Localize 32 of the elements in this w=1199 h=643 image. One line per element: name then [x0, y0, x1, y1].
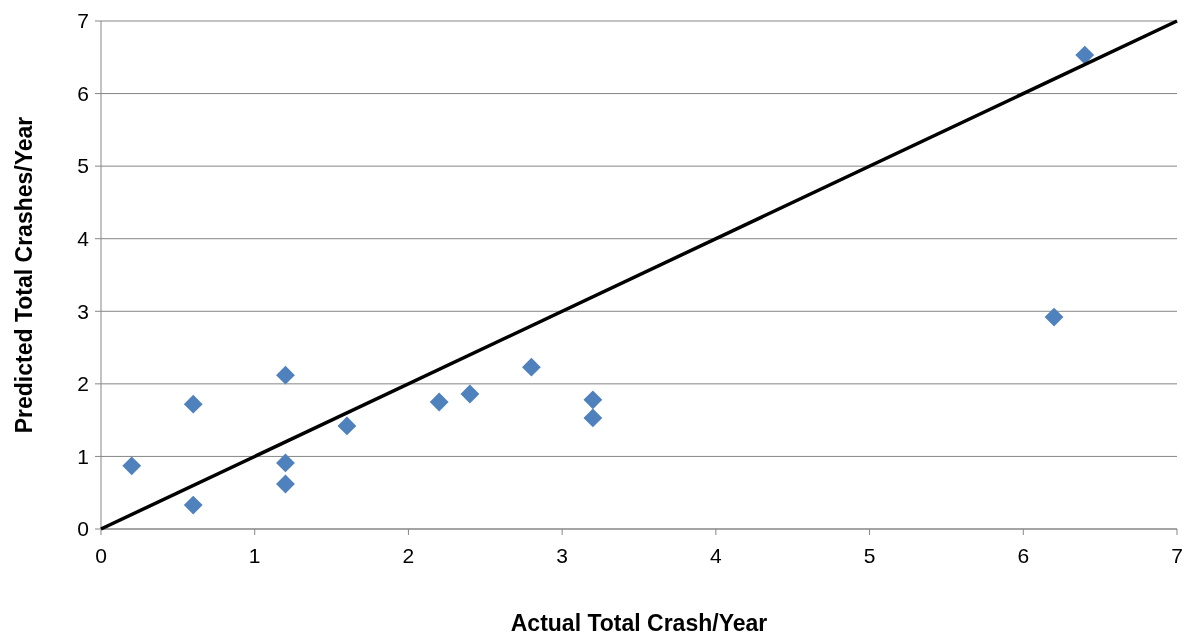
x-axis-title: Actual Total Crash/Year	[510, 610, 768, 636]
point	[1044, 307, 1064, 327]
y-tick-label: 1	[77, 444, 89, 468]
x-tick-label: 3	[556, 544, 568, 567]
x-tick-label: 6	[1017, 544, 1030, 567]
point	[276, 453, 295, 473]
point	[276, 474, 295, 494]
y-tick-label: 4	[77, 227, 90, 251]
point	[583, 408, 603, 428]
y-tick-label: 5	[77, 154, 89, 178]
point	[429, 392, 449, 412]
y-tick-label: 6	[77, 81, 89, 105]
point	[583, 390, 603, 410]
x-tick-label: 4	[710, 544, 723, 567]
y-tick-label: 0	[77, 517, 89, 541]
point	[522, 357, 541, 377]
y-tick-label: 7	[77, 9, 89, 33]
y-tick-label: 2	[77, 372, 89, 396]
y-axis-title: Predicted Total Crashes/Year	[11, 116, 37, 434]
x-tick-label: 7	[1171, 544, 1183, 567]
point	[1075, 45, 1095, 65]
x-tick-label: 2	[402, 544, 415, 567]
y-tick-label: 3	[77, 299, 89, 323]
point	[460, 384, 480, 404]
point	[337, 416, 357, 436]
x-tick-label: 5	[863, 544, 876, 567]
point	[122, 456, 142, 476]
x-tick-label: 0	[95, 544, 107, 567]
point	[276, 365, 295, 385]
x-tick-label: 1	[248, 544, 261, 567]
point	[183, 495, 203, 515]
point	[183, 394, 203, 414]
